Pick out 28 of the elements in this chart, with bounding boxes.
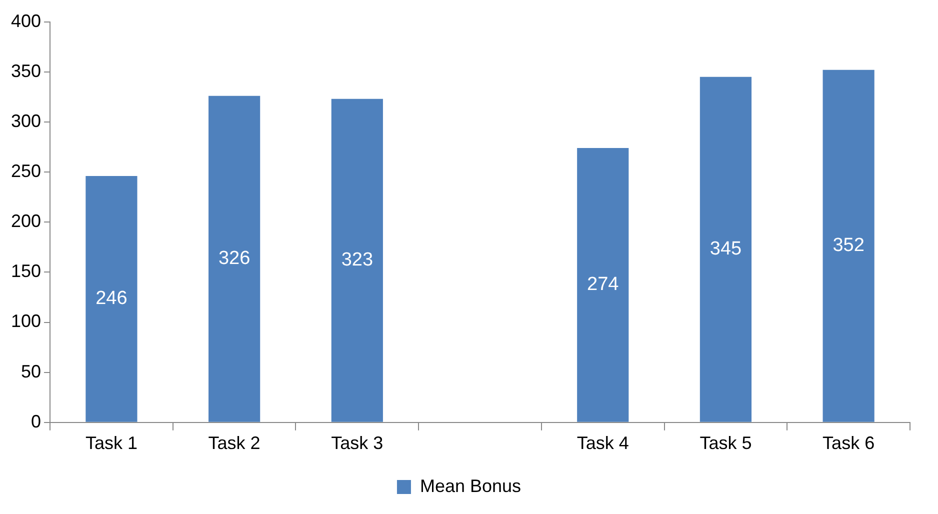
x-tick-label: Task 1 xyxy=(85,433,138,454)
y-tick-label: 250 xyxy=(10,160,42,181)
x-tick-label: Task 2 xyxy=(208,433,260,454)
y-tick-label: 50 xyxy=(21,361,42,382)
bar xyxy=(700,76,752,422)
x-tick-label: Task 3 xyxy=(331,433,384,454)
bar xyxy=(208,96,260,422)
bar xyxy=(822,70,874,422)
bar xyxy=(86,176,138,422)
data-label: 352 xyxy=(832,235,864,256)
data-label: 246 xyxy=(96,288,128,310)
y-tick-label: 200 xyxy=(10,211,42,232)
data-label: 323 xyxy=(341,250,374,271)
x-tick-label: Task 4 xyxy=(576,433,629,454)
legend-label: Mean Bonus xyxy=(420,476,522,496)
data-label: 345 xyxy=(710,238,742,260)
y-tick-label: 100 xyxy=(10,311,42,332)
y-tick-label: 350 xyxy=(10,60,42,81)
bar xyxy=(331,98,383,422)
x-tick-label: Task 5 xyxy=(700,433,752,454)
y-tick-label: 400 xyxy=(10,10,42,31)
x-tick-label: Task 6 xyxy=(822,433,875,454)
data-label: 274 xyxy=(587,274,620,296)
y-tick-label: 300 xyxy=(10,110,42,131)
bar xyxy=(577,148,629,422)
y-tick-label: 150 xyxy=(10,261,42,282)
y-tick-label: 0 xyxy=(31,411,42,432)
data-label: 326 xyxy=(218,248,250,270)
